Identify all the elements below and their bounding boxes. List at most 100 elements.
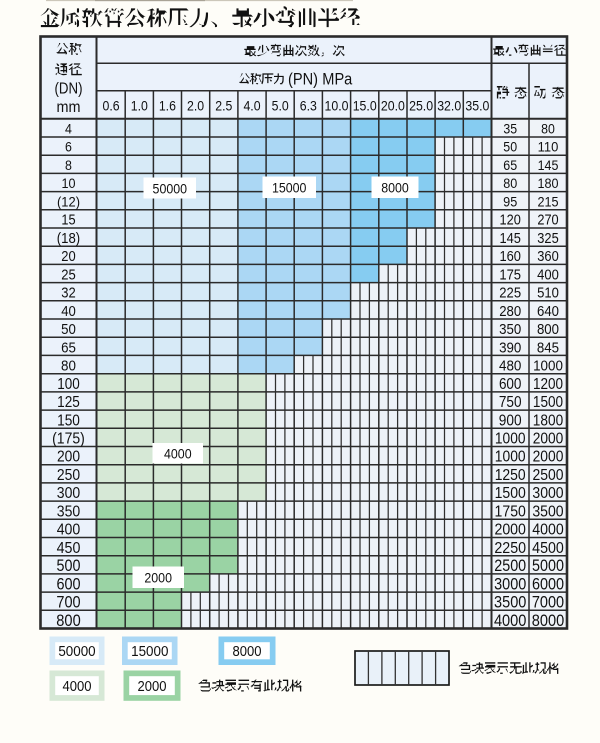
svg-text:175: 175: [499, 267, 521, 283]
svg-text:3500: 3500: [532, 504, 563, 521]
svg-text:35.0: 35.0: [465, 98, 489, 114]
svg-text:2000: 2000: [533, 449, 564, 466]
svg-text:1000: 1000: [495, 449, 526, 466]
svg-text:800: 800: [56, 612, 80, 630]
svg-text:640: 640: [537, 304, 559, 320]
svg-text:325: 325: [537, 231, 558, 247]
svg-text:400: 400: [537, 267, 559, 283]
svg-text:1000: 1000: [495, 431, 526, 448]
svg-text:3000: 3000: [532, 485, 563, 502]
svg-text:100: 100: [57, 376, 80, 393]
svg-text:8000: 8000: [381, 180, 409, 196]
svg-text:20.0: 20.0: [381, 98, 405, 114]
svg-text:2000: 2000: [533, 431, 564, 448]
svg-text:510: 510: [537, 286, 559, 302]
svg-text:480: 480: [499, 358, 521, 375]
svg-text:10: 10: [62, 176, 76, 192]
svg-text:(12): (12): [57, 194, 80, 210]
svg-text:1500: 1500: [495, 485, 526, 502]
svg-text:(DN): (DN): [55, 81, 83, 98]
svg-text:1500: 1500: [533, 394, 563, 411]
svg-text:1.0: 1.0: [131, 98, 148, 114]
svg-text:6000: 6000: [532, 575, 564, 593]
svg-text:750: 750: [499, 394, 522, 411]
svg-text:125: 125: [57, 394, 80, 411]
svg-text:110: 110: [538, 139, 559, 155]
svg-text:800: 800: [537, 321, 559, 338]
svg-text:6: 6: [65, 139, 72, 155]
svg-text:300: 300: [57, 485, 81, 502]
svg-text:900: 900: [499, 412, 522, 429]
svg-text:80: 80: [61, 358, 76, 375]
svg-text:390: 390: [499, 339, 521, 356]
svg-text:2000: 2000: [494, 522, 526, 539]
svg-text:80: 80: [503, 176, 517, 192]
svg-text:1250: 1250: [495, 467, 526, 484]
svg-text:4500: 4500: [532, 539, 564, 557]
svg-text:8000: 8000: [233, 644, 262, 660]
svg-text:20: 20: [61, 249, 75, 265]
svg-text:4000: 4000: [494, 612, 527, 630]
svg-text:65: 65: [61, 339, 76, 356]
svg-text:(175): (175): [52, 431, 85, 448]
svg-text:MPa: MPa: [322, 70, 353, 89]
svg-text:2500: 2500: [494, 557, 526, 575]
svg-text:(18): (18): [57, 231, 80, 247]
svg-text:3500: 3500: [494, 594, 526, 612]
svg-text:400: 400: [57, 522, 81, 539]
svg-text:215: 215: [537, 194, 558, 210]
svg-text:35: 35: [503, 121, 517, 137]
svg-text:2000: 2000: [144, 570, 172, 586]
svg-text:1200: 1200: [533, 376, 563, 393]
svg-text:50: 50: [61, 321, 76, 338]
svg-text:4000: 4000: [164, 446, 192, 462]
svg-text:5.0: 5.0: [272, 98, 289, 114]
svg-text:25.0: 25.0: [409, 98, 433, 114]
svg-text:2.0: 2.0: [187, 98, 204, 114]
svg-text:32: 32: [61, 286, 76, 302]
svg-text:145: 145: [538, 157, 559, 173]
svg-text:180: 180: [538, 176, 559, 192]
svg-text:1750: 1750: [495, 504, 526, 521]
svg-text:32.0: 32.0: [437, 98, 461, 114]
svg-text:845: 845: [537, 339, 559, 356]
svg-text:2500: 2500: [533, 467, 564, 484]
svg-text:120: 120: [500, 213, 521, 229]
svg-text:7000: 7000: [532, 594, 564, 612]
svg-text:95: 95: [503, 194, 517, 210]
svg-text:350: 350: [57, 504, 81, 521]
svg-text:1.6: 1.6: [159, 98, 176, 114]
svg-text:280: 280: [499, 304, 521, 320]
svg-text:15000: 15000: [272, 180, 307, 196]
svg-text:4: 4: [65, 121, 72, 137]
svg-text:225: 225: [499, 286, 521, 302]
svg-text:2.5: 2.5: [215, 98, 232, 114]
svg-text:360: 360: [537, 249, 559, 265]
svg-text:250: 250: [57, 467, 80, 484]
svg-text:3000: 3000: [494, 575, 526, 593]
svg-text:40: 40: [61, 304, 76, 320]
svg-text:145: 145: [500, 231, 521, 247]
svg-text:600: 600: [56, 575, 80, 593]
svg-text:10.0: 10.0: [325, 98, 349, 114]
svg-text:450: 450: [57, 539, 81, 557]
svg-text:4000: 4000: [532, 522, 564, 539]
svg-text:4.0: 4.0: [243, 98, 260, 114]
svg-text:270: 270: [537, 213, 558, 229]
svg-text:160: 160: [499, 249, 521, 265]
svg-text:15.0: 15.0: [353, 98, 377, 114]
svg-text:25: 25: [61, 267, 76, 283]
svg-text:15: 15: [61, 213, 75, 229]
svg-text:50000: 50000: [153, 180, 188, 196]
svg-text:50000: 50000: [58, 644, 95, 660]
svg-text:2250: 2250: [494, 539, 526, 557]
svg-text:350: 350: [499, 321, 521, 338]
svg-text:0.6: 0.6: [103, 98, 120, 114]
svg-text:200: 200: [57, 449, 80, 466]
svg-text:8: 8: [65, 157, 72, 173]
svg-text:1800: 1800: [533, 412, 563, 429]
svg-text:5000: 5000: [532, 557, 564, 575]
svg-text:600: 600: [499, 376, 522, 393]
svg-text:700: 700: [56, 594, 80, 612]
svg-text:1000: 1000: [533, 358, 563, 375]
